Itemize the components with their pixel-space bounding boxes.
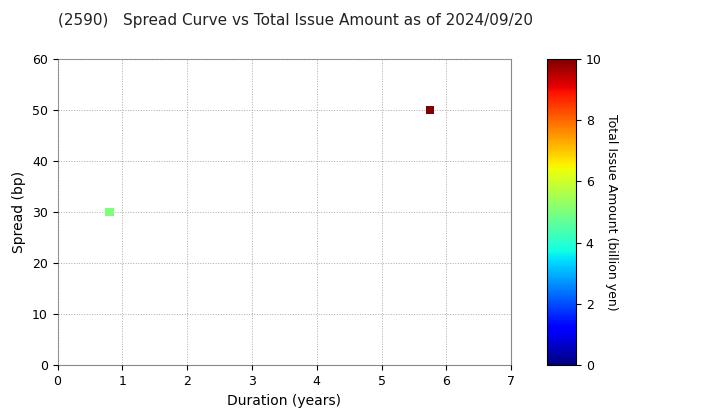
- Text: (2590)   Spread Curve vs Total Issue Amount as of 2024/09/20: (2590) Spread Curve vs Total Issue Amoun…: [58, 13, 533, 28]
- Y-axis label: Total Issue Amount (billion yen): Total Issue Amount (billion yen): [606, 114, 618, 310]
- Point: [104, 209, 115, 215]
- Point: [425, 107, 436, 113]
- X-axis label: Duration (years): Duration (years): [228, 394, 341, 408]
- Y-axis label: Spread (bp): Spread (bp): [12, 171, 27, 253]
